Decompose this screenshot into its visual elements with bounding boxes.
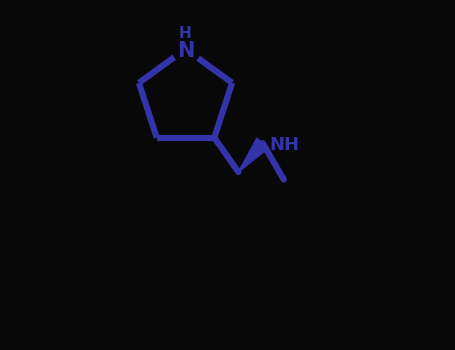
Text: H: H xyxy=(179,26,192,41)
Polygon shape xyxy=(238,138,268,172)
Text: N: N xyxy=(177,41,194,61)
Text: NH: NH xyxy=(270,136,300,154)
